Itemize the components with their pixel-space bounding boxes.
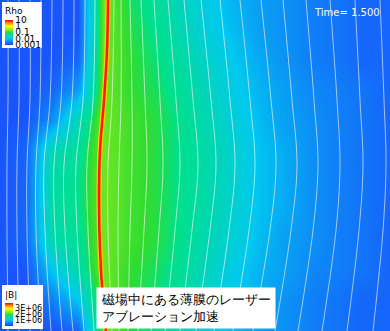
svg-text:|B|: |B| [5, 290, 17, 300]
svg-text:3E+06: 3E+06 [15, 304, 42, 313]
svg-text:10: 10 [15, 15, 27, 25]
svg-text:0.1: 0.1 [15, 27, 29, 37]
svg-text:Time= 1.500: Time= 1.500 [314, 7, 380, 18]
svg-text:0.001: 0.001 [15, 40, 41, 50]
svg-text:0.01: 0.01 [15, 34, 35, 44]
svg-text:1E+06: 1E+06 [15, 316, 42, 325]
svg-text:2E+06: 2E+06 [15, 310, 42, 319]
svg-text:Rho: Rho [5, 6, 23, 16]
svg-text:1: 1 [15, 21, 21, 31]
svg-text:磁場中にある薄膜のレーザーアブレーション加速: 磁場中にある薄膜のレーザーアブレーション加速 [101, 292, 271, 324]
